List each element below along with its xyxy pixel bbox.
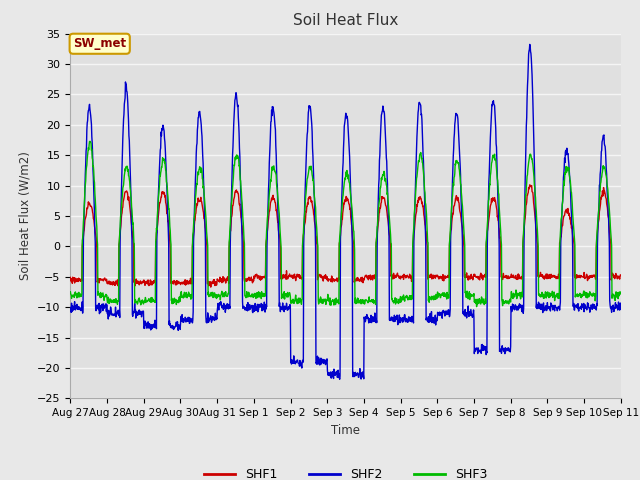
- Title: Soil Heat Flux: Soil Heat Flux: [293, 13, 398, 28]
- X-axis label: Time: Time: [331, 424, 360, 437]
- Legend: SHF1, SHF2, SHF3: SHF1, SHF2, SHF3: [199, 463, 492, 480]
- Y-axis label: Soil Heat Flux (W/m2): Soil Heat Flux (W/m2): [19, 152, 31, 280]
- Text: SW_met: SW_met: [73, 37, 126, 50]
